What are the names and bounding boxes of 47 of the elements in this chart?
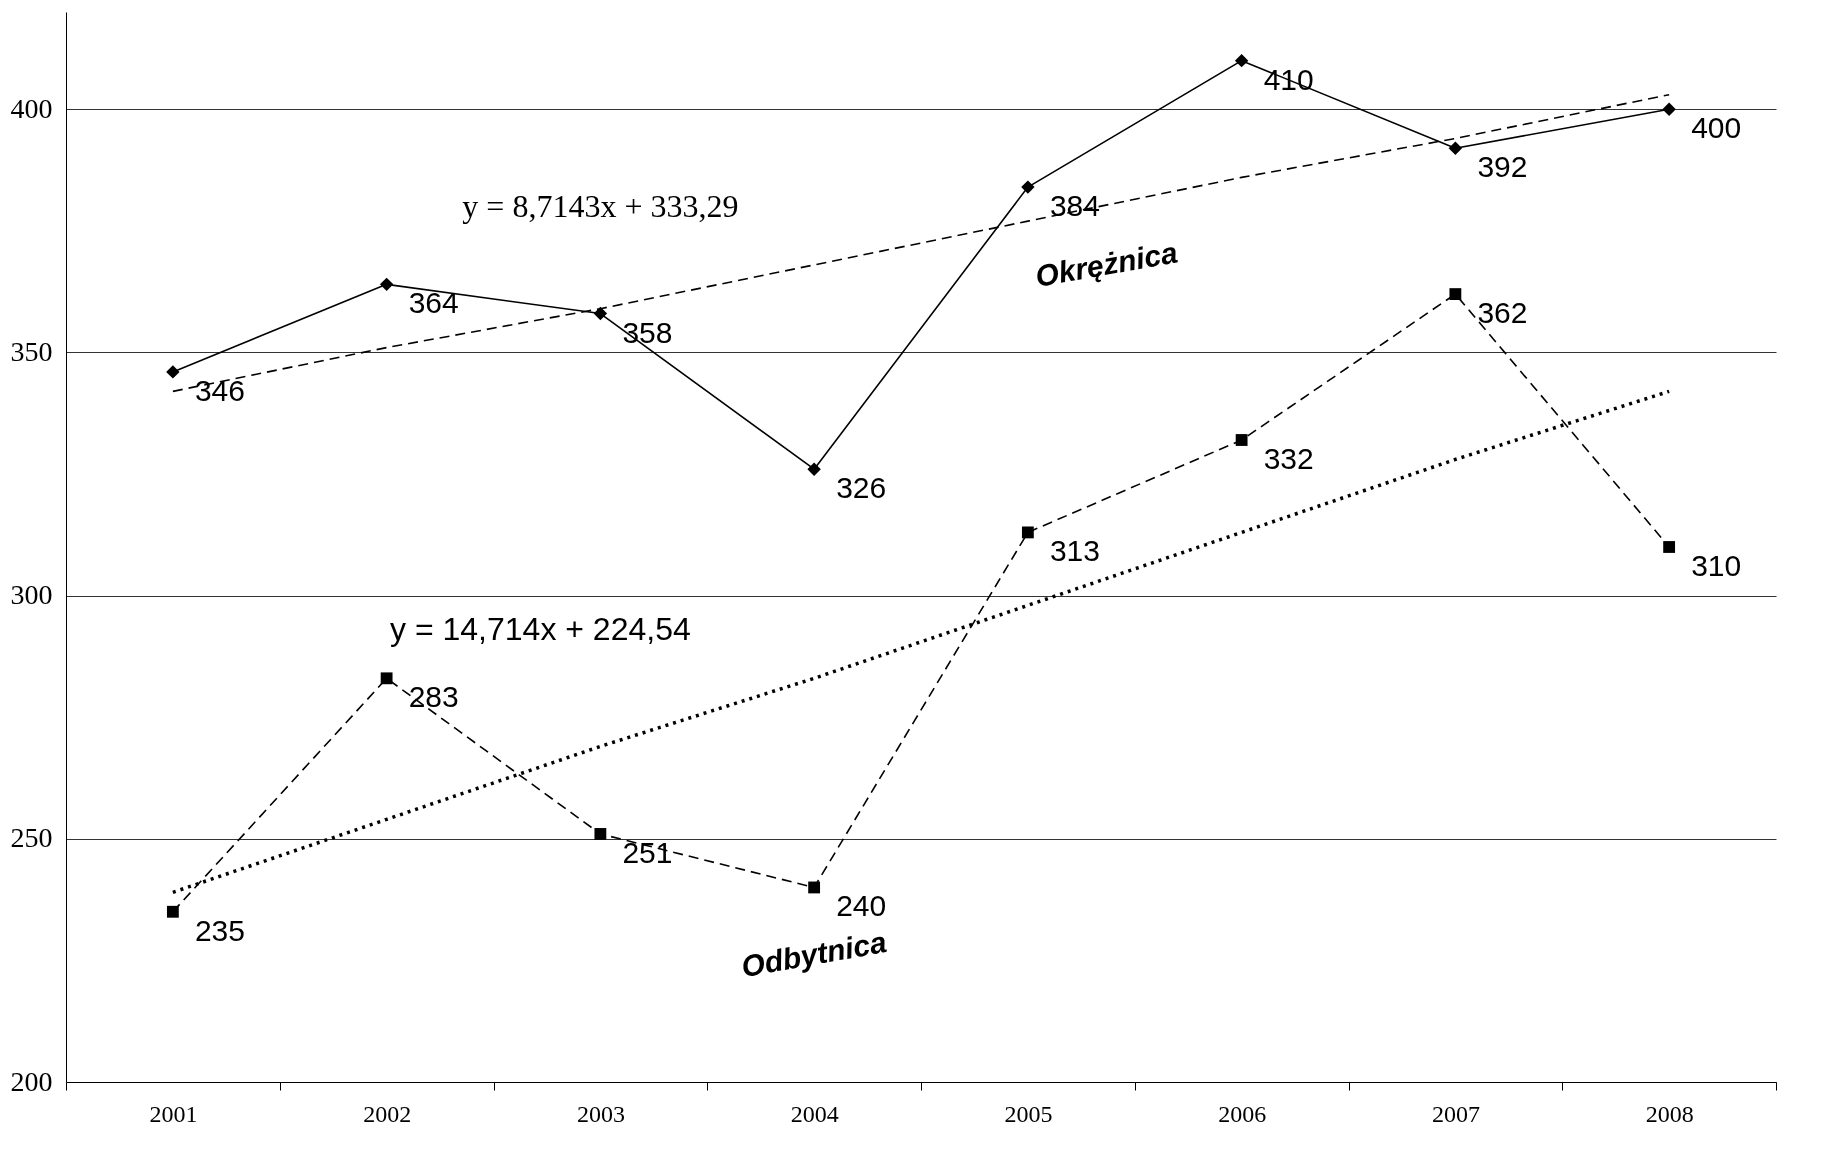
annotation: y = 8,7143x + 333,29 <box>462 187 739 224</box>
point <box>1235 434 1248 446</box>
x-tick-label: 2007 <box>1431 1100 1480 1127</box>
point <box>1449 288 1462 301</box>
point <box>594 828 607 840</box>
point <box>1234 53 1249 68</box>
point <box>1448 141 1463 155</box>
point <box>166 905 179 918</box>
data-label: 283 <box>408 680 459 714</box>
data-label: 240 <box>836 889 887 923</box>
data-label: 310 <box>1691 549 1742 582</box>
x-tick-label: 2001 <box>149 1100 198 1127</box>
data-label: 313 <box>1049 534 1100 568</box>
x-tick-label: 2004 <box>790 1100 839 1127</box>
data-label: 346 <box>194 373 245 407</box>
data-label: 332 <box>1263 442 1314 475</box>
text: Odbytnica <box>738 925 889 984</box>
x-tick-label: 2006 <box>1218 1100 1267 1127</box>
y-tick-label: 200 <box>10 1065 53 1097</box>
point <box>1662 102 1676 116</box>
text: Okrężnica <box>1032 235 1180 293</box>
annotation: y = 14,714x + 224,54 <box>390 610 691 647</box>
point <box>808 881 821 894</box>
point <box>166 365 180 379</box>
point <box>380 672 393 685</box>
data-label: 235 <box>194 913 245 947</box>
point <box>1663 541 1676 553</box>
data-label: 362 <box>1477 296 1528 330</box>
point <box>1021 526 1034 539</box>
point <box>807 462 821 476</box>
data-label: 251 <box>622 835 673 869</box>
data-label: 384 <box>1049 189 1100 223</box>
x-tick-label: 2002 <box>363 1100 412 1127</box>
y-tick-label: 350 <box>10 335 53 367</box>
x-tick-label: 2005 <box>1004 1100 1053 1127</box>
data-label: 392 <box>1477 150 1528 184</box>
point <box>379 277 394 292</box>
y-tick-label: 300 <box>10 579 53 611</box>
data-label: 358 <box>622 315 673 349</box>
data-label: 326 <box>836 471 887 505</box>
data-label: 400 <box>1691 111 1742 145</box>
y-tick-label: 250 <box>10 822 53 854</box>
x-tick-label: 2003 <box>576 1100 625 1127</box>
data-label: 364 <box>408 286 459 320</box>
x-tick-label: 2008 <box>1645 1100 1694 1127</box>
y-tick-label: 400 <box>10 92 53 124</box>
point <box>1021 180 1035 194</box>
